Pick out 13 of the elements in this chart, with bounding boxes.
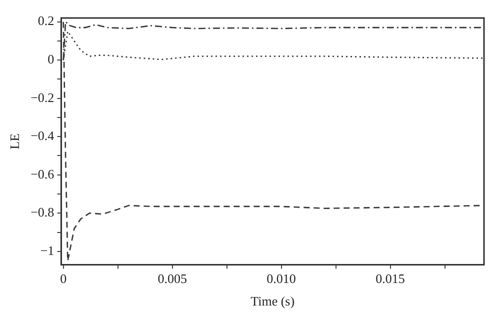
x-tick-label: 0.015 [376,271,405,286]
y-tick-label: −0.6 [30,166,55,182]
x-axis-title: Time (s) [250,294,295,309]
x-tick-label: 0 [60,271,67,286]
x-tick-label: 0.005 [158,271,187,286]
x-tick-label: 0.010 [266,271,296,286]
y-tick-label: −0.4 [30,128,55,144]
y-tick-label: 0 [48,52,54,67]
y-tick-label: −0.2 [30,90,54,105]
y-tick-label: −0.8 [30,204,54,220]
y-axis-title: LE [7,133,22,150]
y-tick-label: −1 [40,242,54,258]
y-tick-label: 0.2 [38,13,54,28]
